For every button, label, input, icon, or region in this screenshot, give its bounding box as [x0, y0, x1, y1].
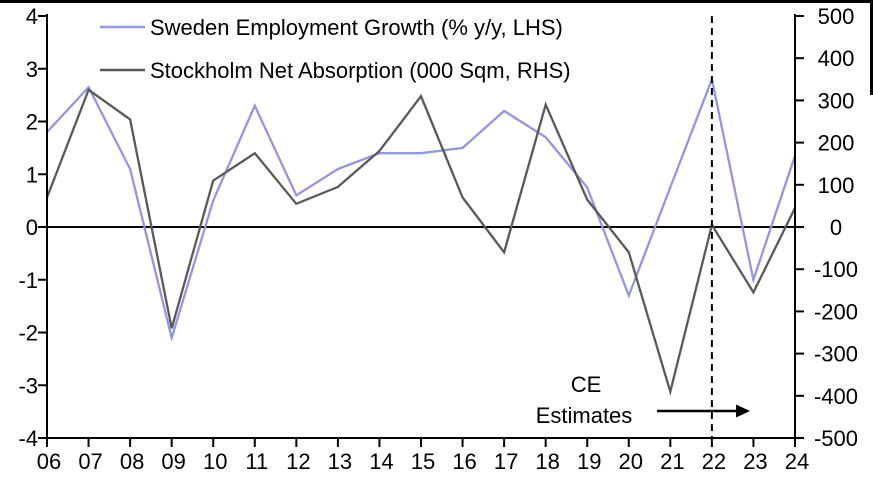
x-axis-tick-label: 12 [286, 449, 310, 474]
x-axis-tick-label: 22 [702, 449, 726, 474]
x-axis-tick-label: 23 [743, 449, 767, 474]
left-axis-tick-label: 3 [26, 57, 38, 82]
x-axis-tick-label: 08 [120, 449, 144, 474]
x-axis-tick-label: 24 [785, 449, 809, 474]
series-lines-group [45, 75, 797, 396]
right-axis-tick-label: 300 [818, 88, 855, 113]
axis-labels-group: 43210-1-2-3-45004003002001000-100-200-30… [18, 4, 858, 474]
right-axis-tick-label: 400 [818, 46, 855, 71]
right-axis-tick-label: -500 [814, 426, 858, 451]
employment-growth-line [46, 75, 797, 343]
right-axis-tick-label: -200 [814, 299, 858, 324]
left-axis-tick-label: -2 [18, 321, 38, 346]
x-axis-tick-label: 18 [535, 449, 559, 474]
x-axis-tick-label: 17 [494, 449, 518, 474]
x-axis-tick-label: 16 [452, 449, 476, 474]
left-axis-tick-label: -4 [18, 426, 38, 451]
ce-annotation-line1: CE [571, 372, 602, 397]
ce-annotation-line2: Estimates [536, 403, 633, 428]
x-axis-tick-label: 19 [577, 449, 601, 474]
x-axis-tick-label: 06 [37, 449, 61, 474]
x-axis-tick-label: 14 [369, 449, 393, 474]
x-axis-tick-label: 11 [245, 449, 268, 474]
absorption-legend-label: Stockholm Net Absorption (000 Sqm, RHS) [150, 58, 571, 83]
right-axis-tick-label: -100 [814, 257, 858, 282]
left-axis-tick-label: -1 [18, 268, 38, 293]
right-axis-tick-label: 500 [818, 4, 855, 29]
ce-estimates-annotation: CE Estimates [536, 372, 750, 428]
estimates-arrow-head [736, 404, 750, 418]
right-axis-tick-label: 0 [830, 215, 842, 240]
left-axis-tick-label: 0 [26, 215, 38, 240]
right-axis-tick-label: -300 [814, 342, 858, 367]
employment-legend-label: Sweden Employment Growth (% y/y, LHS) [150, 15, 563, 40]
legend: Sweden Employment Growth (% y/y, LHS) St… [100, 15, 571, 83]
x-axis-tick-label: 07 [78, 449, 102, 474]
right-axis-tick-label: 100 [818, 173, 855, 198]
chart-top-border [0, 0, 873, 3]
x-axis-tick-label: 09 [161, 449, 185, 474]
chart-right-border-fragment [870, 0, 873, 95]
axes-group [38, 14, 804, 447]
x-axis-tick-label: 21 [660, 449, 684, 474]
left-axis-tick-label: 1 [26, 162, 38, 187]
left-axis-tick-label: 4 [26, 4, 38, 29]
x-axis-tick-label: 10 [203, 449, 227, 474]
right-axis-tick-label: -400 [814, 384, 858, 409]
net-absorption-line [45, 88, 797, 396]
right-axis-tick-label: 200 [818, 131, 855, 156]
x-axis-tick-label: 13 [328, 449, 352, 474]
left-axis-tick-label: -3 [18, 373, 38, 398]
left-axis-tick-label: 2 [26, 110, 38, 135]
x-axis-tick-label: 20 [619, 449, 643, 474]
x-axis-tick-label: 15 [411, 449, 435, 474]
